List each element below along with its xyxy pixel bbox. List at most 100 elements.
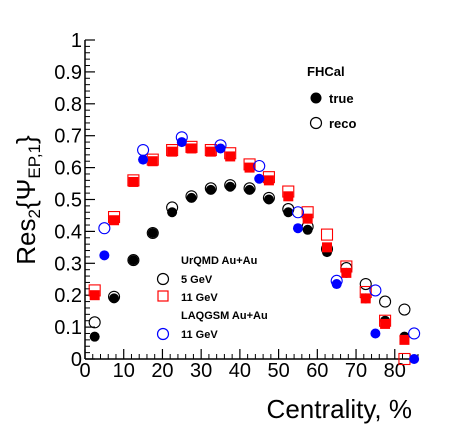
- legend-5gev-marker: [156, 272, 170, 286]
- point-laqgsm_11_true: [176, 137, 187, 148]
- point-urqmd_5_reco: [262, 191, 275, 204]
- x-tick-label: 80: [384, 360, 406, 382]
- y-axis-title-brace-open: {: [11, 200, 41, 209]
- point-urqmd_5_reco: [127, 254, 140, 267]
- y-tick-label: 1: [71, 30, 82, 52]
- y-axis-title-brace-close: }: [11, 135, 41, 144]
- y-tick-label: 0.3: [54, 253, 82, 275]
- point-urqmd_11_reco: [166, 144, 179, 157]
- y-tick-label: 0.2: [54, 285, 82, 307]
- point-urqmd_5_true: [128, 255, 139, 266]
- point-urqmd_5_reco: [185, 190, 198, 203]
- point-urqmd_11_reco: [301, 206, 314, 219]
- point-urqmd_11_true: [302, 213, 313, 224]
- point-urqmd_5_true: [283, 207, 294, 218]
- y-tick-label: 0.5: [54, 190, 82, 212]
- point-laqgsm_11_reco: [330, 274, 343, 287]
- point-urqmd_11_reco: [88, 284, 101, 297]
- point-urqmd_5_true: [167, 207, 178, 218]
- y-tick-label: 0.7: [54, 126, 82, 148]
- axis-ticks: [84, 39, 419, 360]
- x-tick-label: 0: [79, 360, 90, 382]
- x-tick-label: 10: [113, 360, 135, 382]
- point-urqmd_5_reco: [88, 316, 101, 329]
- point-laqgsm_11_true: [99, 250, 110, 261]
- point-urqmd_11_true: [244, 162, 255, 173]
- point-urqmd_11_reco: [359, 285, 372, 299]
- point-urqmd_5_reco: [359, 277, 372, 291]
- point-urqmd_11_true: [89, 290, 100, 301]
- point-urqmd_5_true: [147, 227, 158, 238]
- point-urqmd_11_true: [360, 293, 371, 304]
- legend-true-marker: [310, 92, 322, 104]
- point-urqmd_11_true: [225, 151, 236, 162]
- point-urqmd_11_true: [380, 318, 391, 329]
- point-urqmd_11_reco: [320, 228, 334, 241]
- point-urqmd_11_reco: [379, 314, 392, 327]
- point-laqgsm_11_reco: [175, 131, 188, 144]
- x-axis-title: Centrality, %: [267, 394, 412, 424]
- point-laqgsm_11_reco: [253, 159, 266, 173]
- point-urqmd_11_true: [283, 191, 294, 202]
- point-urqmd_11_true: [205, 146, 216, 157]
- point-laqgsm_11_reco: [291, 206, 305, 219]
- point-urqmd_5_reco: [166, 201, 179, 214]
- point-urqmd_11_reco: [185, 140, 198, 153]
- point-urqmd_11_reco: [224, 147, 237, 160]
- point-urqmd_5_reco: [204, 182, 217, 195]
- point-laqgsm_11_reco: [98, 222, 111, 235]
- data-points: [88, 131, 421, 366]
- y-tick-label: 0.6: [54, 158, 82, 180]
- x-tick-label: 20: [151, 360, 173, 382]
- point-urqmd_11_reco: [282, 185, 295, 198]
- legend-11gev-urqmd-label: 11 GeV: [181, 292, 218, 304]
- point-laqgsm_11_reco: [137, 144, 150, 157]
- x-tick-label: 30: [190, 360, 212, 382]
- point-laqgsm_11_true: [254, 173, 265, 184]
- legend-5gev-label: 5 GeV: [181, 274, 213, 286]
- point-laqgsm_11_true: [370, 328, 381, 339]
- point-urqmd_11_true: [341, 267, 352, 278]
- point-urqmd_11_true: [109, 215, 120, 226]
- y-axis-title-sub: 2: [25, 209, 44, 218]
- point-urqmd_11_reco: [107, 210, 121, 224]
- y-axis-title-psi-sub: EP,1: [25, 144, 44, 179]
- point-urqmd_5_reco: [107, 290, 121, 303]
- legend-11gev-laqgsm-marker: [156, 327, 170, 341]
- point-laqgsm_11_reco: [369, 284, 382, 297]
- x-tick-label: 40: [229, 360, 251, 382]
- y-tick-label: 0.4: [54, 221, 82, 243]
- y-axis-title-psi: Ψ: [11, 179, 41, 201]
- axis-tick-labels: 0 10 20 30 40 50 60 70 80 0 0.1 0.2 0.3 0.4 0.5 0.6 0.7 0…: [54, 30, 406, 382]
- point-urqmd_5_true: [186, 192, 197, 203]
- point-urqmd_5_true: [263, 194, 274, 205]
- y-tick-label: 0.1: [54, 317, 82, 339]
- point-laqgsm_11_true: [215, 143, 226, 154]
- y-tick-label: 0: [71, 349, 82, 371]
- point-urqmd_5_true: [225, 181, 236, 192]
- y-axis-title-main: Res: [11, 219, 41, 265]
- point-urqmd_11_true: [399, 334, 410, 345]
- point-laqgsm_11_true: [331, 279, 342, 290]
- point-urqmd_5_true: [205, 184, 216, 195]
- legend-11gev-laqgsm-label: 11 GeV: [181, 329, 218, 341]
- point-urqmd_11_reco: [127, 174, 140, 187]
- legend-top-title: FHCal: [307, 64, 345, 79]
- y-tick-label: 0.8: [54, 94, 82, 116]
- point-urqmd_5_true: [89, 331, 100, 342]
- point-urqmd_5_reco: [146, 226, 159, 240]
- legend-bottom: UrQMD Au+Au 5 GeV 11 GeV LAQGSM Au+Au 11…: [156, 255, 268, 341]
- point-urqmd_11_true: [128, 176, 139, 187]
- point-urqmd_11_true: [147, 156, 158, 167]
- point-laqgsm_11_reco: [214, 139, 227, 152]
- point-laqgsm_11_true: [409, 354, 420, 364]
- point-urqmd_5_reco: [243, 182, 256, 195]
- x-tick-label: 50: [267, 360, 289, 382]
- legend-true-label: true: [329, 91, 354, 106]
- point-urqmd_5_reco: [398, 303, 411, 316]
- point-urqmd_5_reco: [224, 179, 237, 192]
- point-laqgsm_11_true: [292, 223, 303, 234]
- legend-group2-title: LAQGSM Au+Au: [181, 310, 268, 322]
